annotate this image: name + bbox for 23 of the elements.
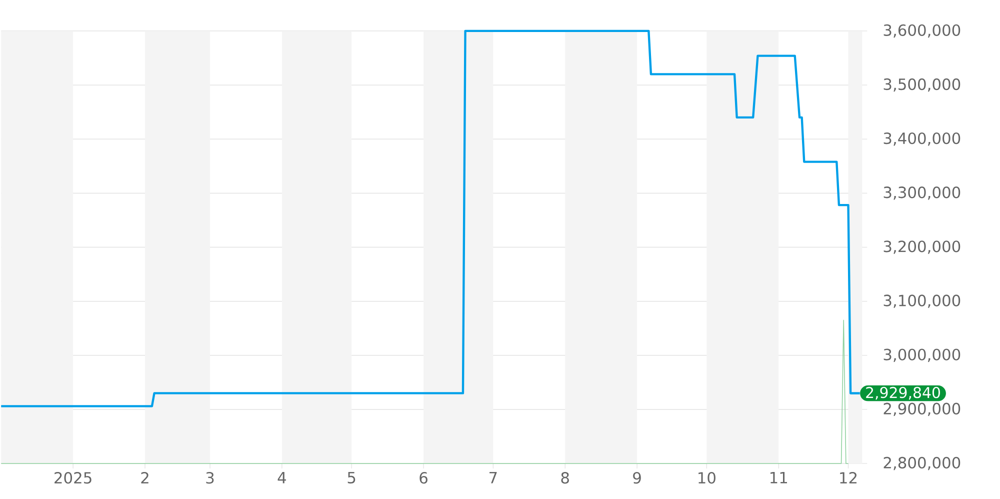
y-tick-label: 2,900,000 (884, 402, 960, 416)
x-tick-label: 6 (420, 472, 428, 484)
annotation: 2,929,840 (866, 386, 940, 400)
x-tick-label: 11 (770, 472, 787, 484)
x-tick-label: 8 (561, 472, 569, 484)
y-tick-label: 3,300,000 (884, 186, 960, 200)
y-tick-label: 3,600,000 (884, 24, 960, 38)
x-tick-label: 4 (278, 472, 286, 484)
x-tick-label: 9 (633, 472, 641, 484)
x-tick-label: 5 (348, 472, 356, 484)
x-tick-label: 2 (141, 472, 148, 484)
y-tick-label: 3,100,000 (884, 294, 960, 308)
y-tick-label: 3,400,000 (884, 132, 960, 146)
x-tick-label: 7 (490, 472, 497, 484)
x-tick-label: 2025 (54, 472, 92, 484)
y-tick-label: 2,800,000 (884, 456, 960, 470)
y-tick-label: 3,500,000 (884, 78, 960, 92)
x-tick-label: 3 (206, 472, 214, 484)
y-tick-label: 3,200,000 (884, 240, 960, 254)
x-tick-label: 12 (840, 472, 857, 484)
y-tick-label: 3,000,000 (884, 348, 960, 362)
x-tick-label: 10 (698, 472, 716, 484)
line-series (0, 30, 861, 408)
